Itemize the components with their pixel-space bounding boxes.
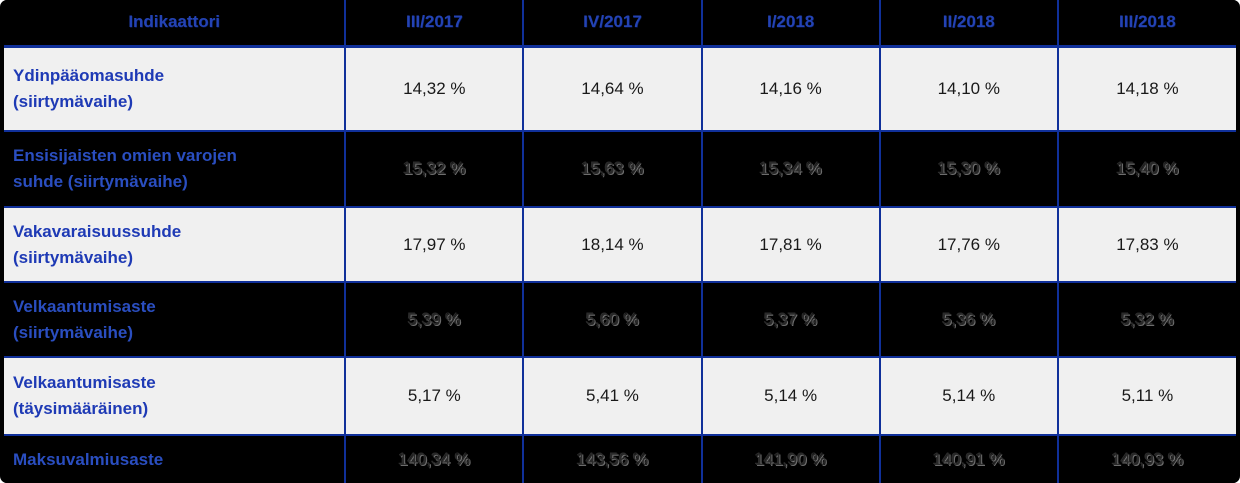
table-row-leverage-ratio-full: Velkaantumisaste (täysimääräinen) 5,17 %… [4, 356, 1236, 436]
value-cell: 5,60 % [522, 281, 703, 358]
value-cell: 18,14 % [522, 206, 703, 283]
value-cell: 17,76 % [878, 206, 1059, 283]
column-header-period-3: I/2018 [700, 0, 881, 48]
value-cell: 5,14 % [700, 356, 881, 436]
value-cell: 5,36 % [878, 281, 1059, 358]
value-cell: 15,34 % [700, 130, 881, 208]
row-label: Ydinpääomasuhde (siirtymävaihe) [4, 45, 347, 132]
value-cell: 5,32 % [1056, 281, 1236, 358]
table-row-solvency-ratio: Vakavaraisuussuhde (siirtymävaihe) 17,97… [4, 206, 1236, 283]
value-cell: 14,16 % [700, 45, 881, 132]
value-cell: 14,10 % [878, 45, 1059, 132]
row-label: Vakavaraisuussuhde (siirtymävaihe) [4, 206, 347, 283]
row-label: Velkaantumisaste (täysimääräinen) [4, 356, 347, 436]
value-cell: 14,32 % [344, 45, 525, 132]
value-cell: 5,41 % [522, 356, 703, 436]
column-header-period-2: IV/2017 [522, 0, 703, 48]
column-header-indicator: Indikaattori [4, 0, 347, 48]
row-label: Velkaantumisaste (siirtymävaihe) [4, 281, 347, 358]
indicator-table: Indikaattori III/2017 IV/2017 I/2018 II/… [4, 0, 1236, 483]
row-label: Maksuvalmiusaste [4, 434, 347, 483]
value-cell: 140,93 % [1056, 434, 1236, 483]
value-cell: 5,11 % [1056, 356, 1236, 436]
value-cell: 17,81 % [700, 206, 881, 283]
value-cell: 15,63 % [522, 130, 703, 208]
column-header-period-1: III/2017 [344, 0, 525, 48]
value-cell: 5,14 % [878, 356, 1059, 436]
value-cell: 14,64 % [522, 45, 703, 132]
value-cell: 17,83 % [1056, 206, 1236, 283]
value-cell: 143,56 % [522, 434, 703, 483]
value-cell: 5,17 % [344, 356, 525, 436]
value-cell: 14,18 % [1056, 45, 1236, 132]
value-cell: 15,32 % [344, 130, 525, 208]
header-row: Indikaattori III/2017 IV/2017 I/2018 II/… [4, 0, 1236, 48]
value-cell: 15,40 % [1056, 130, 1236, 208]
table-row-tier1-ratio: Ensisijaisten omien varojen suhde (siirt… [4, 130, 1236, 208]
value-cell: 140,34 % [344, 434, 525, 483]
value-cell: 5,39 % [344, 281, 525, 358]
value-cell: 141,90 % [700, 434, 881, 483]
value-cell: 140,91 % [878, 434, 1059, 483]
column-header-period-4: II/2018 [878, 0, 1059, 48]
table-row-liquidity-ratio: Maksuvalmiusaste 140,34 % 143,56 % 141,9… [4, 434, 1236, 483]
column-header-period-5: III/2018 [1056, 0, 1236, 48]
row-label: Ensisijaisten omien varojen suhde (siirt… [4, 130, 347, 208]
value-cell: 5,37 % [700, 281, 881, 358]
value-cell: 17,97 % [344, 206, 525, 283]
value-cell: 15,30 % [878, 130, 1059, 208]
table-row-leverage-ratio-transitional: Velkaantumisaste (siirtymävaihe) 5,39 % … [4, 281, 1236, 358]
table-row-cet1-ratio: Ydinpääomasuhde (siirtymävaihe) 14,32 % … [4, 45, 1236, 132]
